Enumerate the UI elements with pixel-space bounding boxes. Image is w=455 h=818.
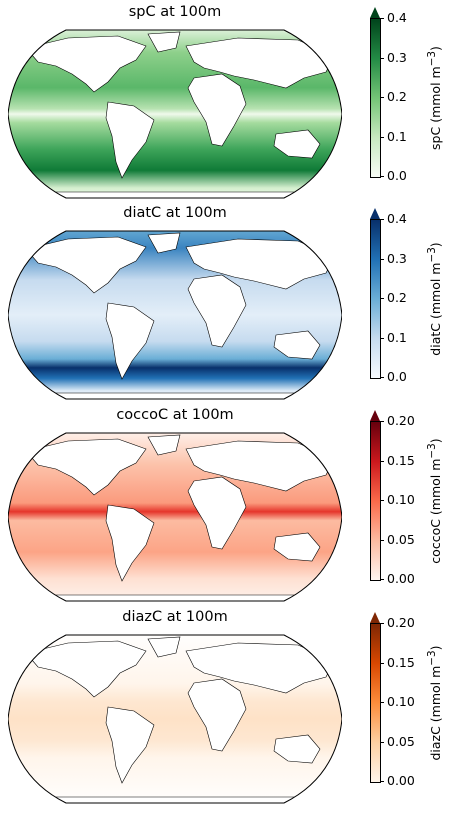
south-america <box>105 706 155 784</box>
colorbar: 0.0 0.1 0.2 0.3 0.4 diatC (mmol m−3) <box>360 203 455 403</box>
colorbar-tick: 0.00 <box>380 572 415 586</box>
colorbar-label: coccoC (mmol m−3) <box>426 438 444 564</box>
colorbar-tick: 0.0 <box>380 169 407 183</box>
colorbar-tick: 0.15 <box>380 454 415 468</box>
colorbar-gradient <box>370 219 381 379</box>
colorbar: 0.00 0.05 0.10 0.15 0.20 diazC (mmol m−3… <box>360 607 455 807</box>
colorbar-tick: 0.10 <box>380 695 415 709</box>
robinson-map <box>8 29 342 199</box>
colorbar-label: diazC (mmol m−3) <box>426 645 444 761</box>
greenland <box>147 434 181 456</box>
colorbar-tick: 0.1 <box>380 130 407 144</box>
colorbar-tick: 0.05 <box>380 735 415 749</box>
south-america <box>105 101 155 179</box>
colorbar-extend-arrow <box>370 410 380 421</box>
africa <box>187 678 247 752</box>
africa <box>187 274 247 348</box>
north-america <box>25 35 147 93</box>
antarctica <box>8 191 342 198</box>
map-panel-diatc: diatC at 100m <box>0 203 455 403</box>
north-america <box>25 640 147 698</box>
continents <box>8 636 342 803</box>
map-panel-coccoc: coccoC at 100m <box>0 405 455 605</box>
map-boundary <box>8 432 342 602</box>
australia <box>273 734 321 764</box>
colorbar-tick: 0.4 <box>380 11 407 25</box>
colorbar: 0.0 0.1 0.2 0.3 0.4 spC (mmol m−3) <box>360 2 455 202</box>
colorbar-label: spC (mmol m−3) <box>426 46 444 150</box>
antarctica <box>8 392 342 399</box>
panel-title: spC at 100m <box>128 4 222 20</box>
continents <box>8 232 342 399</box>
continents <box>8 434 342 601</box>
colorbar-tick: 0.2 <box>380 291 407 305</box>
map-boundary <box>8 29 342 199</box>
colorbar-tick: 0.3 <box>380 51 407 65</box>
panel-title: coccoC at 100m <box>116 407 234 423</box>
africa <box>187 73 247 147</box>
colorbar-gradient <box>370 18 381 178</box>
colorbar-tick: 0.00 <box>380 774 415 788</box>
south-america <box>105 302 155 380</box>
map-boundary <box>8 230 342 400</box>
north-america <box>25 438 147 496</box>
colorbar-extend-arrow <box>370 7 380 18</box>
colorbar-tick: 0.20 <box>380 414 415 428</box>
colorbar-label: diatC (mmol m−3) <box>426 242 444 356</box>
colorbar-tick: 0.4 <box>380 212 407 226</box>
australia <box>273 129 321 159</box>
north-america <box>25 236 147 294</box>
robinson-map <box>8 230 342 400</box>
panel-title: diatC at 100m <box>123 205 227 221</box>
colorbar-gradient <box>370 623 381 783</box>
colorbar-tick: 0.3 <box>380 252 407 266</box>
colorbar-tick: 0.20 <box>380 616 415 630</box>
australia <box>273 532 321 562</box>
map-panel-spc: spC at 100m <box>0 2 455 202</box>
colorbar-gradient <box>370 421 381 581</box>
continents <box>8 31 342 198</box>
colorbar-tick: 0.0 <box>380 370 407 384</box>
colorbar-extend-arrow <box>370 612 380 623</box>
africa <box>187 476 247 550</box>
map-panel-diazc: diazC at 100m <box>0 607 455 807</box>
colorbar-tick: 0.15 <box>380 656 415 670</box>
colorbar-tick: 0.10 <box>380 493 415 507</box>
greenland <box>147 31 181 53</box>
colorbar-tick: 0.05 <box>380 533 415 547</box>
greenland <box>147 636 181 658</box>
map-boundary <box>8 634 342 804</box>
robinson-map <box>8 432 342 602</box>
colorbar: 0.00 0.05 0.10 0.15 0.20 coccoC (mmol m−… <box>360 405 455 605</box>
colorbar-tick: 0.1 <box>380 331 407 345</box>
greenland <box>147 232 181 254</box>
colorbar-tick: 0.2 <box>380 90 407 104</box>
australia <box>273 330 321 360</box>
robinson-map <box>8 634 342 804</box>
antarctica <box>8 796 342 803</box>
south-america <box>105 504 155 582</box>
colorbar-extend-arrow <box>370 208 380 219</box>
antarctica <box>8 594 342 601</box>
panel-title: diazC at 100m <box>122 609 228 625</box>
